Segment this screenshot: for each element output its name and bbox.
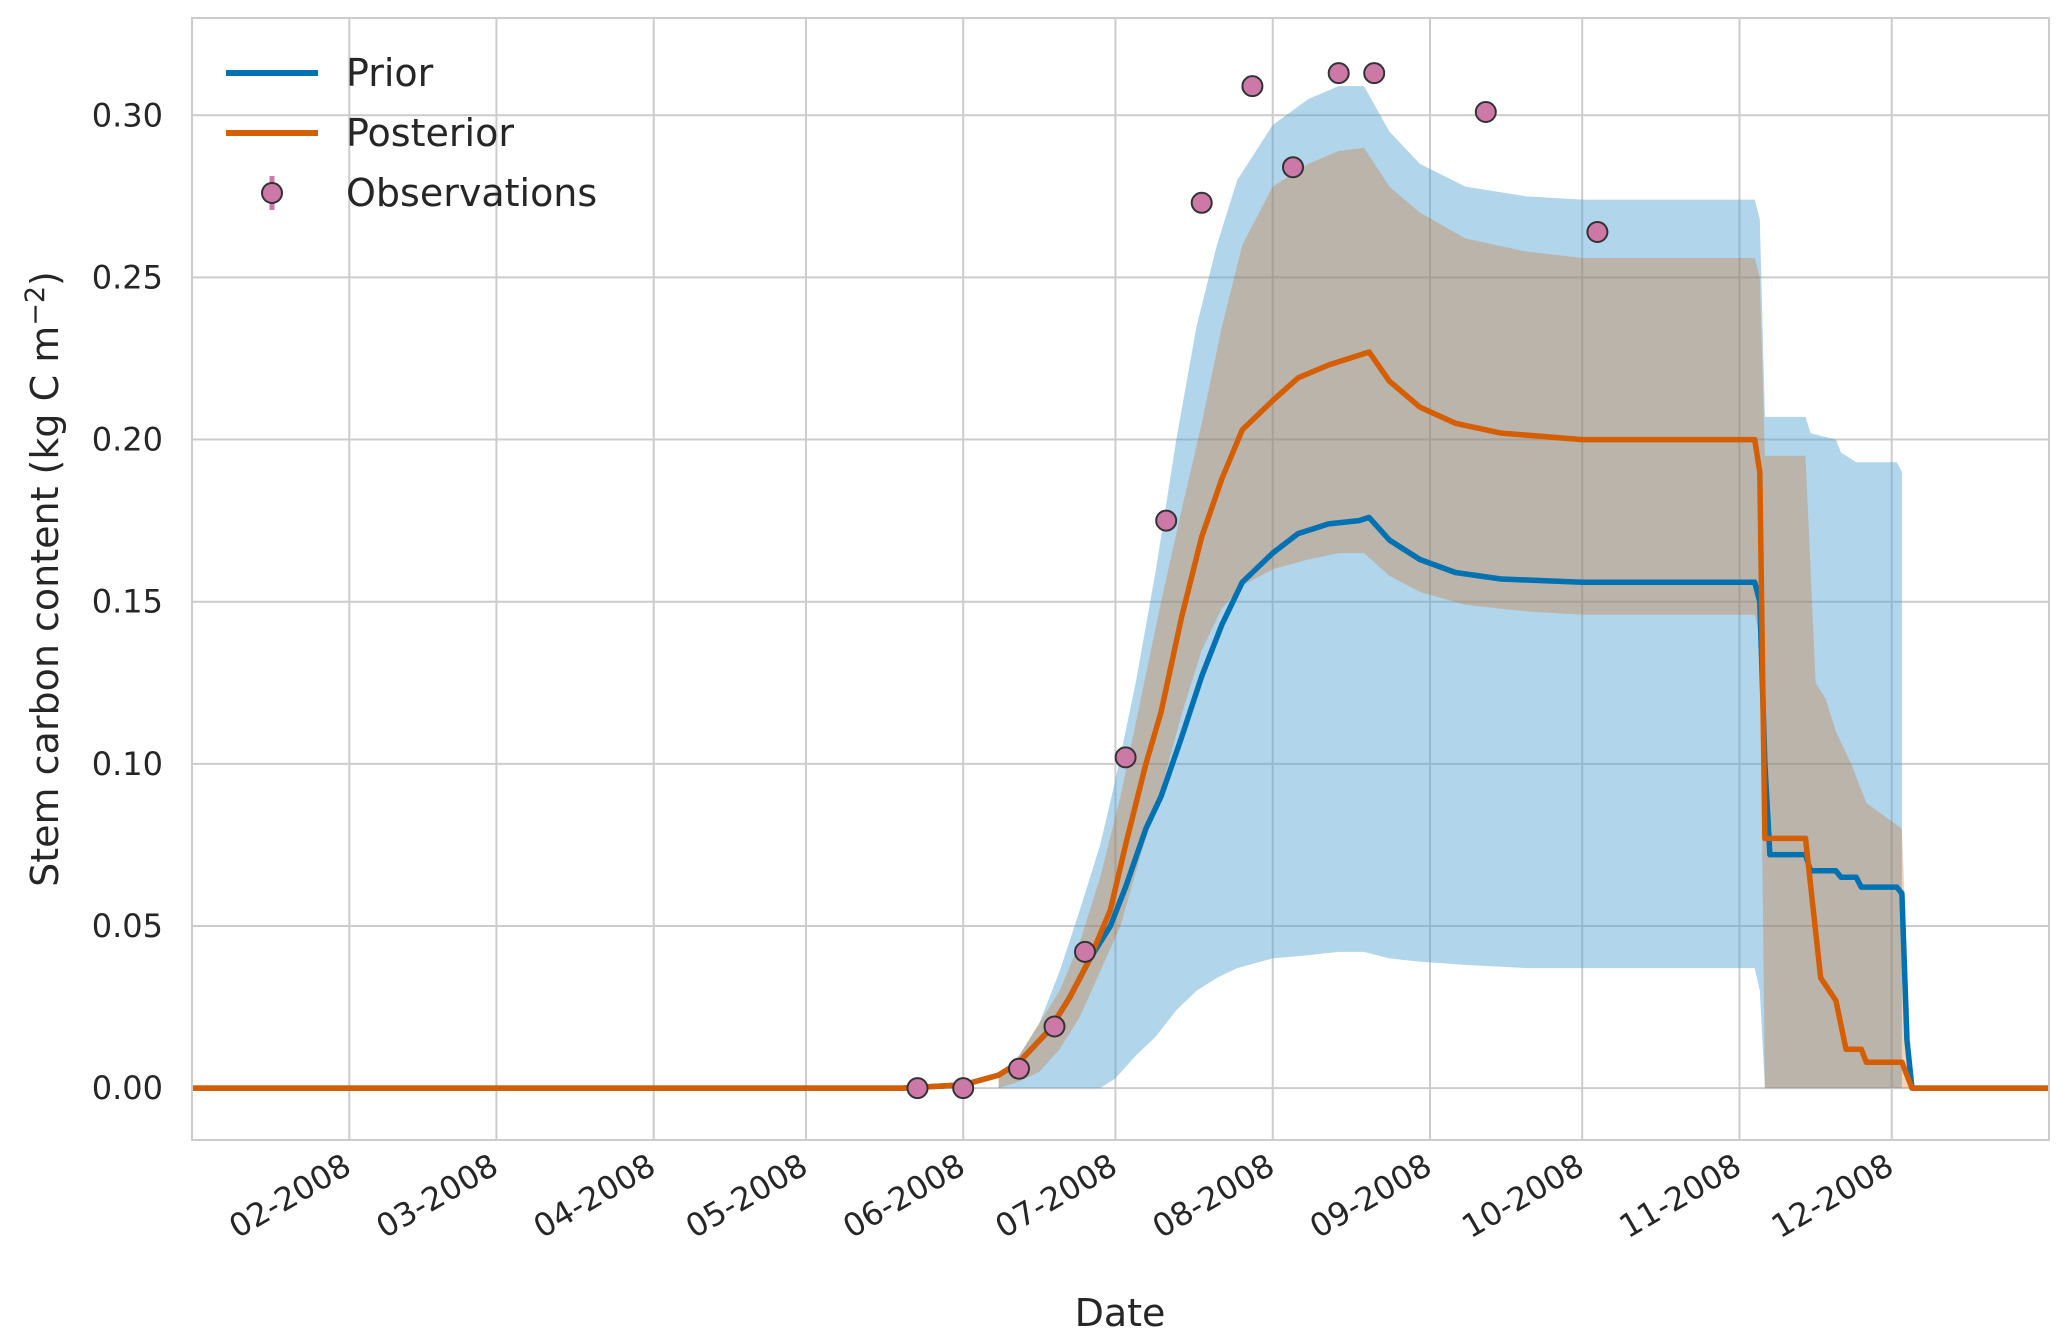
observation-point <box>1190 191 1213 214</box>
y-tick-label: 0.20 <box>92 421 163 459</box>
observation-point <box>1241 75 1264 98</box>
observation-points <box>906 62 1609 1100</box>
series-lines <box>192 349 2049 1091</box>
y-tick-label: 0.10 <box>92 745 163 783</box>
observation-point <box>1008 1057 1030 1080</box>
legend-posterior-label: Posterior <box>346 111 514 155</box>
legend: Prior Posterior Observations <box>226 51 597 215</box>
y-tick-labels: 0.00 0.05 0.10 0.15 0.20 0.25 0.30 <box>92 96 163 1107</box>
y-axis-title-main: Stem carbon content (kg C m <box>23 326 67 887</box>
legend-prior-label: Prior <box>346 51 434 95</box>
observation-point <box>1327 62 1350 85</box>
plot-frame <box>191 17 2050 1141</box>
series-line-posterior <box>192 349 2049 1091</box>
y-tick-label: 0.25 <box>92 258 163 296</box>
legend-observations-marker <box>261 182 283 204</box>
y-axis-title-suffix: ) <box>23 271 67 286</box>
y-tick-label: 0.30 <box>92 96 163 134</box>
observation-point <box>1043 1015 1066 1038</box>
uncertainty-bands <box>998 86 1912 1089</box>
observation-point <box>1114 746 1137 769</box>
observation-point <box>906 1077 929 1100</box>
observation-point <box>1586 221 1609 243</box>
observation-point <box>1155 509 1178 532</box>
legend-observations-label: Observations <box>346 171 597 215</box>
observation-point <box>1074 940 1096 963</box>
y-axis-title-sup: −2 <box>20 286 51 326</box>
uncertainty-band-posterior <box>998 147 1912 1089</box>
uncertainty-band-prior <box>998 86 1902 1089</box>
x-axis-title: Date <box>1075 1291 1166 1335</box>
observation-point <box>952 1077 975 1100</box>
y-axis-title: Stem carbon content (kg C m−2) <box>20 271 67 887</box>
observation-point <box>1363 62 1386 85</box>
y-tick-label: 0.15 <box>92 583 163 621</box>
observation-point <box>1282 156 1304 179</box>
observation-point <box>1474 101 1497 123</box>
y-tick-label: 0.05 <box>92 907 163 945</box>
y-tick-label: 0.00 <box>92 1069 163 1107</box>
